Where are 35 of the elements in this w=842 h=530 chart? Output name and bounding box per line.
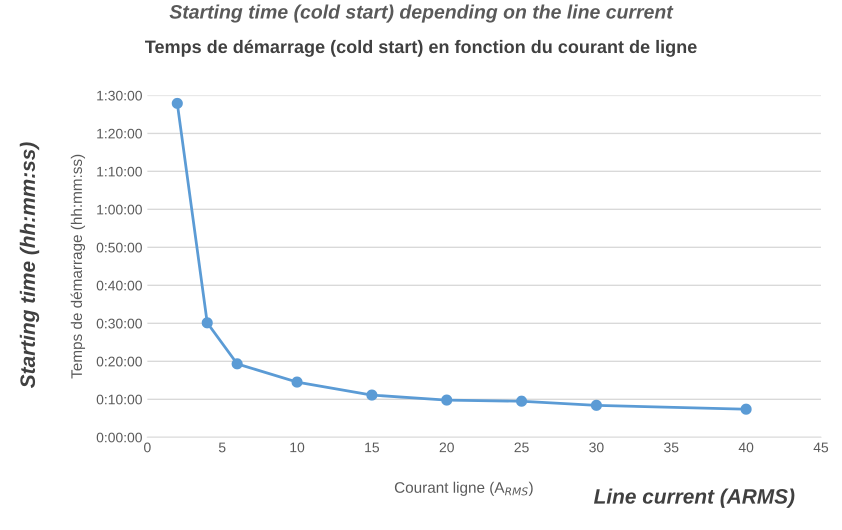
chart-subtitle: Temps de démarrage (cold start) en fonction du courant de ligne bbox=[145, 40, 697, 57]
point bbox=[232, 358, 243, 370]
x-tick-label: 20 bbox=[440, 442, 454, 452]
y-tick-label: 0:30:00 bbox=[96, 318, 142, 328]
x-tick-label: 5 bbox=[218, 442, 226, 452]
y-tick-label: 0:40:00 bbox=[96, 280, 142, 290]
y-tick-label: 1:20:00 bbox=[97, 128, 142, 139]
x-tick-label: 35 bbox=[664, 442, 678, 452]
x-tick-label: 40 bbox=[738, 442, 754, 452]
x-tick-label: 0 bbox=[144, 442, 151, 452]
text: Starting time (hh:mm:ss) bbox=[20, 142, 40, 388]
chart-title: Starting time (cold start) depending on the line current bbox=[170, 4, 674, 23]
x-axis-title: Courant ligne (A$_{RMS}$) bbox=[394, 482, 533, 496]
point bbox=[441, 394, 452, 406]
point bbox=[590, 400, 602, 411]
point bbox=[172, 98, 183, 109]
point bbox=[291, 376, 303, 388]
y-tick-label: 0:10:00 bbox=[96, 394, 142, 404]
point bbox=[202, 317, 213, 328]
y-axis-title: Temps de démarrage (hh:mm:ss) bbox=[70, 154, 86, 378]
point bbox=[516, 396, 528, 407]
y-tick-label: 1:00:00 bbox=[97, 204, 142, 215]
x-tick-label: 25 bbox=[514, 442, 529, 452]
x-tick-label: 10 bbox=[290, 442, 304, 452]
text: Line current (ARMS) bbox=[594, 488, 794, 508]
point bbox=[366, 390, 378, 401]
y-tick-label: 0:50:00 bbox=[96, 242, 142, 253]
x-tick-label: 45 bbox=[814, 442, 828, 452]
y-tick-label: 1:30:00 bbox=[97, 90, 142, 101]
x-tick-label: 15 bbox=[365, 442, 380, 452]
y-tick-label: 0:20:00 bbox=[96, 356, 142, 366]
point bbox=[740, 404, 752, 415]
y-tick-label: 0:00:00 bbox=[96, 432, 142, 442]
x-tick-label: 30 bbox=[589, 442, 604, 452]
y-tick-label: 1:10:00 bbox=[97, 166, 142, 177]
